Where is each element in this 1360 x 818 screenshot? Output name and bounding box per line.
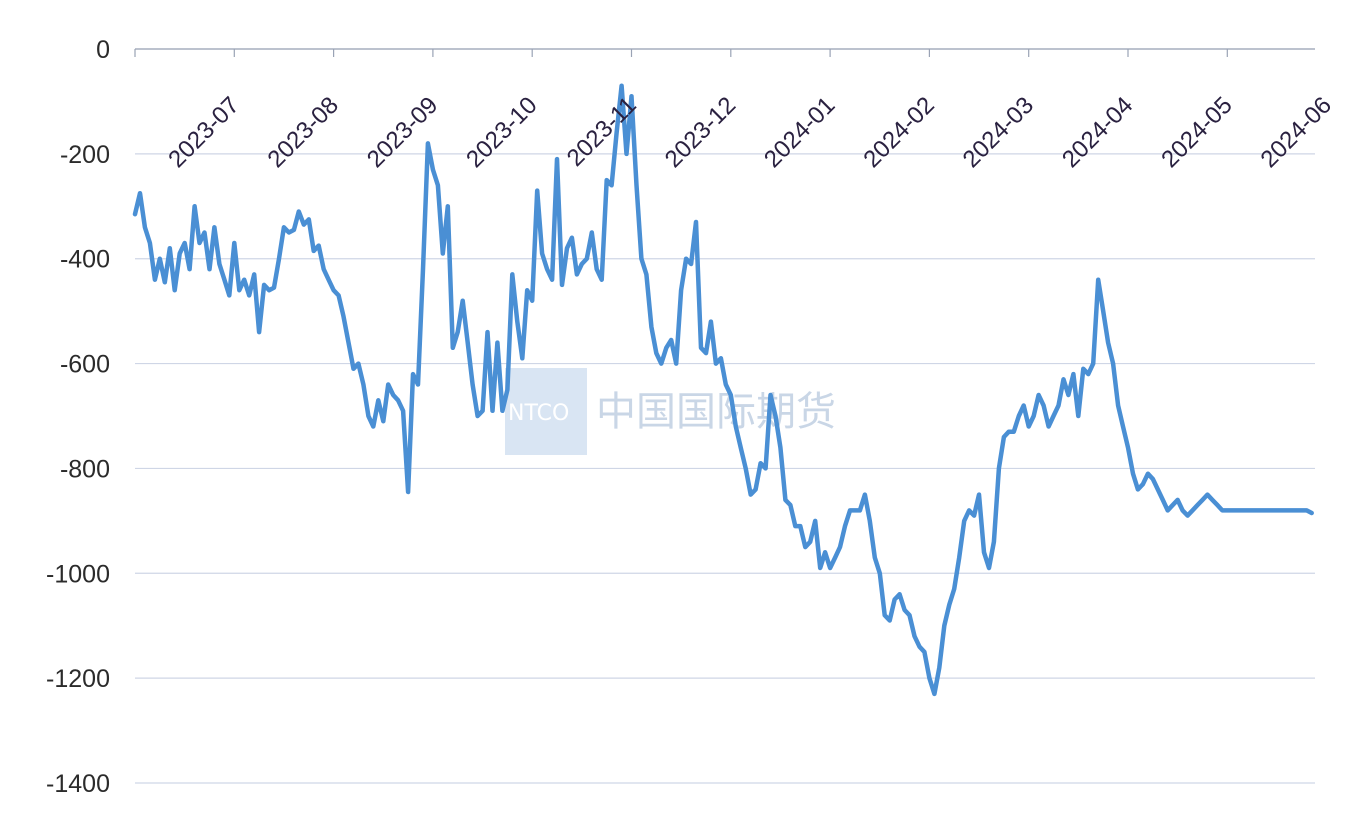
y-tick-label: -200 (60, 141, 110, 169)
series-line (132, 83, 1314, 697)
y-tick-label: -600 (60, 351, 110, 379)
gridlines (134, 48, 1315, 784)
watermark-logo-box (505, 368, 587, 455)
y-tick-label: 0 (96, 36, 110, 64)
watermark-logo-text: NTCO (508, 401, 569, 426)
y-tick-label: -800 (60, 455, 110, 483)
y-tick-label: -400 (60, 246, 110, 274)
y-tick-label: -1400 (46, 770, 110, 798)
watermark: NTCO 中国国际期货 (505, 368, 836, 455)
watermark-brand-text: 中国国际期货 (596, 389, 836, 435)
series-layer (132, 83, 1314, 697)
y-tick-label: -1200 (46, 665, 110, 693)
y-tick-label: -1000 (46, 560, 110, 588)
y-axis-ticks: 0 -200 -400 -600 -800 -1000 -1200 -1400 (46, 36, 110, 798)
